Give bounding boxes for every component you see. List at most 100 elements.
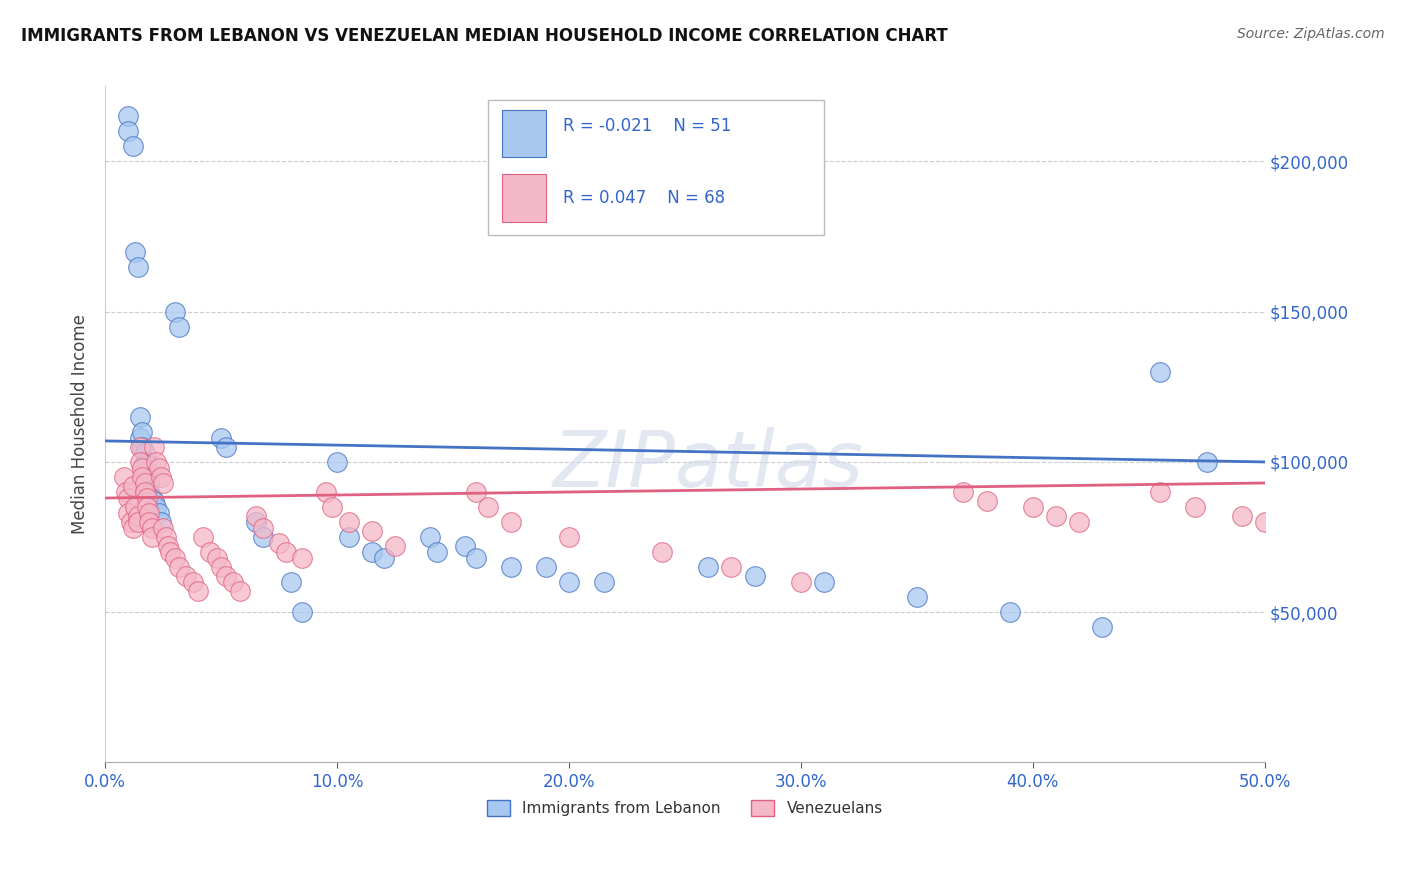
Point (337, 515, 360, 529)
Point (499, 560, 522, 574)
Point (191, 530, 214, 544)
Point (131, 440, 153, 454)
Point (176, 569, 198, 583)
Point (1230, 509, 1253, 524)
Point (291, 551, 314, 566)
Point (115, 485, 138, 500)
Point (1149, 365, 1171, 379)
Point (1069, 515, 1091, 529)
Point (426, 545, 449, 559)
Point (117, 110, 139, 124)
Point (183, 575, 205, 590)
Point (124, 500, 146, 514)
Point (136, 464, 159, 478)
Point (129, 409, 152, 424)
Point (138, 515, 160, 529)
Point (120, 515, 142, 529)
Text: R = -0.021    N = 51: R = -0.021 N = 51 (564, 117, 731, 135)
Point (127, 509, 149, 524)
Point (209, 431, 232, 445)
Legend: Immigrants from Lebanon, Venezuelans: Immigrants from Lebanon, Venezuelans (481, 794, 889, 822)
Point (252, 530, 274, 544)
Point (187, 584, 209, 599)
Point (373, 551, 395, 566)
Point (131, 461, 153, 475)
Text: ZIPatlas: ZIPatlas (553, 427, 863, 503)
Point (117, 124, 139, 138)
Point (136, 455, 159, 469)
Point (744, 569, 766, 583)
Point (1184, 500, 1206, 514)
Point (209, 560, 232, 574)
Point (215, 569, 238, 583)
Point (122, 521, 145, 535)
Point (558, 530, 581, 544)
Point (122, 479, 145, 493)
Point (141, 491, 163, 505)
Point (1045, 509, 1067, 524)
Point (291, 605, 314, 619)
Point (592, 575, 614, 590)
Point (998, 605, 1021, 619)
Point (145, 455, 167, 469)
Point (124, 244, 146, 259)
Point (129, 440, 152, 454)
Point (813, 575, 835, 590)
Point (252, 521, 274, 535)
Point (134, 461, 156, 475)
Point (159, 545, 181, 559)
Point (790, 575, 813, 590)
Point (134, 446, 156, 460)
Point (127, 260, 149, 274)
Point (129, 455, 152, 469)
Point (149, 515, 172, 529)
FancyBboxPatch shape (488, 100, 824, 235)
Point (465, 551, 488, 566)
Bar (502, 174, 546, 221)
Point (337, 530, 360, 544)
Point (155, 530, 177, 544)
Point (205, 551, 228, 566)
Point (558, 575, 581, 590)
Point (136, 491, 159, 505)
Point (136, 500, 159, 514)
Point (1195, 455, 1218, 469)
Point (315, 485, 337, 500)
Point (152, 521, 174, 535)
Point (138, 506, 160, 520)
Text: IMMIGRANTS FROM LEBANON VS VENEZUELAN MEDIAN HOUSEHOLD INCOME CORRELATION CHART: IMMIGRANTS FROM LEBANON VS VENEZUELAN ME… (21, 27, 948, 45)
Point (384, 539, 406, 553)
Point (117, 491, 139, 505)
Point (148, 506, 170, 520)
Point (720, 560, 742, 574)
Point (905, 590, 928, 604)
Point (1091, 620, 1114, 634)
Point (110, 64, 132, 78)
Point (1149, 485, 1171, 500)
Point (122, 139, 145, 153)
Point (361, 524, 384, 538)
Text: Source: ZipAtlas.com: Source: ZipAtlas.com (1237, 27, 1385, 41)
Point (222, 575, 245, 590)
Y-axis label: Median Household Income: Median Household Income (72, 315, 89, 534)
Point (131, 470, 153, 484)
Point (163, 551, 186, 566)
Point (1254, 515, 1277, 529)
Point (499, 515, 522, 529)
Point (215, 440, 238, 454)
Point (145, 500, 167, 514)
Point (169, 560, 191, 574)
Point (152, 475, 174, 490)
Point (149, 470, 172, 484)
Point (454, 539, 477, 553)
Point (326, 455, 349, 469)
Point (280, 575, 302, 590)
Point (952, 485, 974, 500)
Point (477, 500, 499, 514)
Point (976, 494, 998, 508)
Point (134, 475, 156, 490)
Point (142, 494, 165, 508)
Point (269, 536, 291, 550)
Point (131, 425, 153, 439)
Point (534, 560, 557, 574)
